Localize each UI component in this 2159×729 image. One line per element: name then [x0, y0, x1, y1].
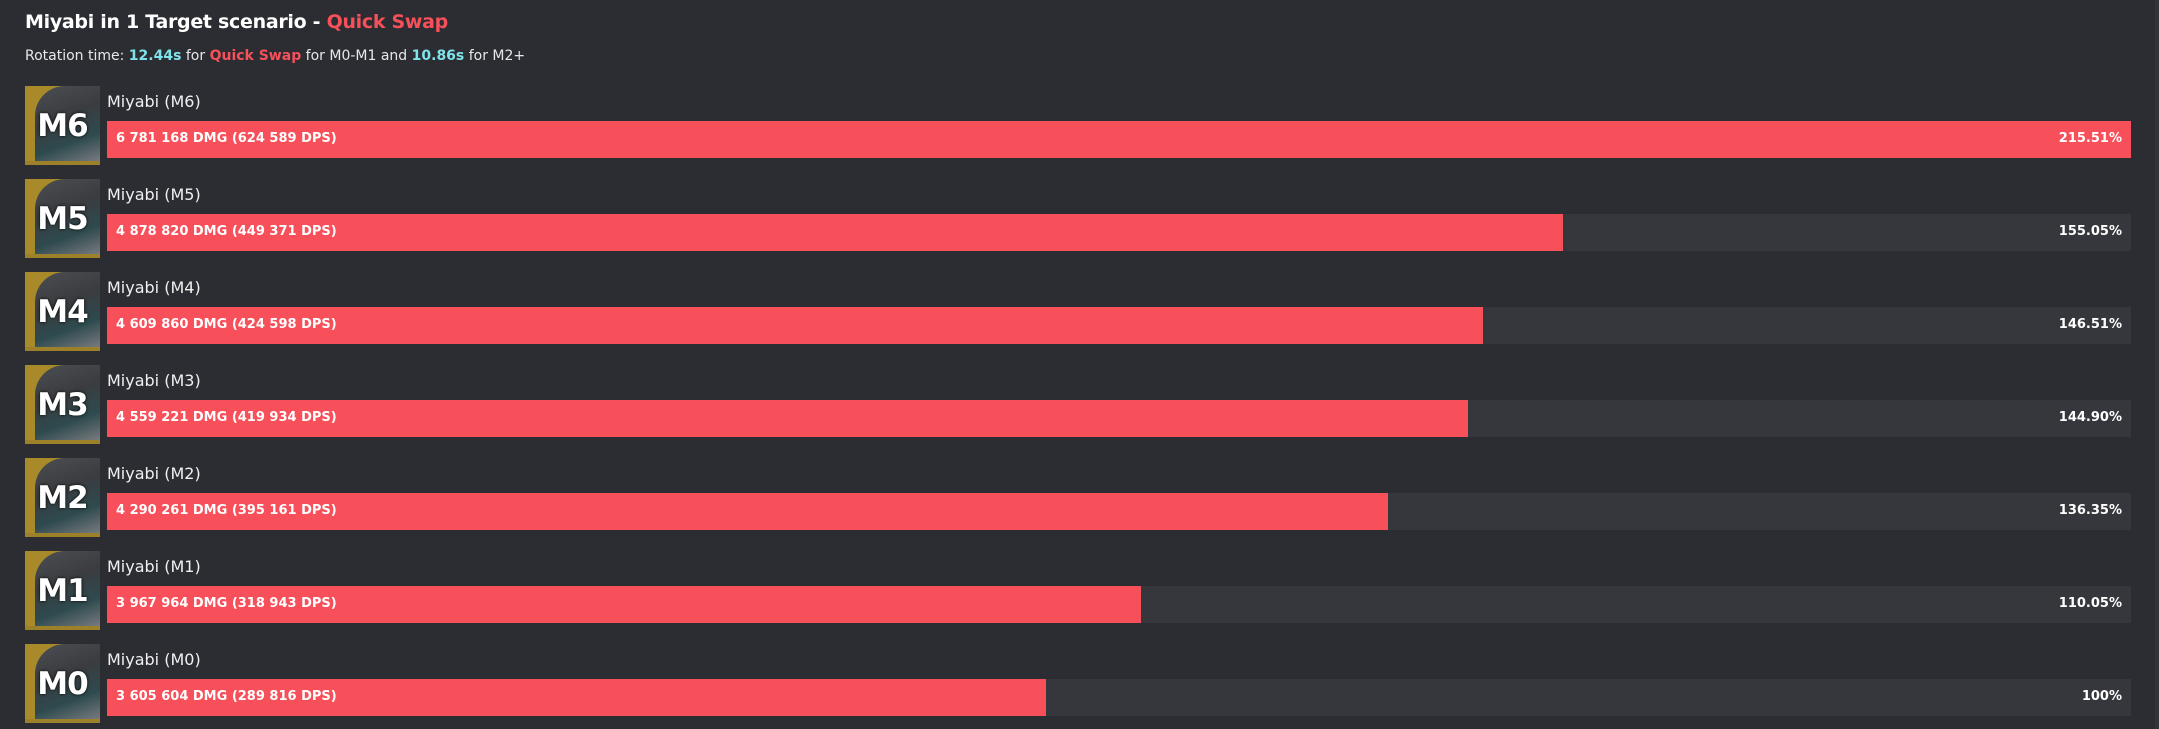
avatar-border: [25, 161, 100, 165]
mindscape-badge: M1: [37, 573, 88, 609]
avatar-border: [25, 719, 100, 723]
sub-text: for M0-M1 and: [301, 48, 412, 64]
character-row: M0 Miyabi (M0) 3 605 604 DMG (289 816 DP…: [25, 644, 2131, 724]
character-portrait: [35, 458, 100, 534]
dps-bar-track: 6 781 168 DMG (624 589 DPS) 215.51%: [107, 121, 2131, 158]
mindscape-badge: M2: [37, 480, 88, 516]
character-portrait: [35, 179, 100, 255]
dps-bar-track: 3 605 604 DMG (289 816 DPS) 100%: [107, 679, 2131, 716]
character-row: M2 Miyabi (M2) 4 290 261 DMG (395 161 DP…: [25, 458, 2131, 538]
rotation-time-1: 12.44s: [128, 48, 182, 64]
sub-text: for: [181, 48, 210, 64]
damage-label: 4 609 860 DMG (424 598 DPS): [116, 317, 337, 332]
character-row: M5 Miyabi (M5) 4 878 820 DMG (449 371 DP…: [25, 179, 2131, 259]
sub-text: for M2+: [464, 48, 526, 64]
character-name: Miyabi (M3): [107, 371, 201, 390]
damage-label: 4 290 261 DMG (395 161 DPS): [116, 503, 337, 518]
damage-label: 3 605 604 DMG (289 816 DPS): [116, 689, 337, 704]
rotation-mode: Quick Swap: [209, 48, 302, 64]
character-portrait: [35, 551, 100, 627]
damage-label: 4 878 820 DMG (449 371 DPS): [116, 224, 337, 239]
avatar-border: [25, 440, 100, 444]
dps-bar-track: 4 559 221 DMG (419 934 DPS) 144.90%: [107, 400, 2131, 437]
dps-bar-fill: [107, 586, 1141, 623]
title-mode: Quick Swap: [326, 11, 449, 33]
dps-bar-fill: [107, 121, 2131, 158]
avatar-border: [25, 533, 100, 537]
title-text: Miyabi in 1 Target scenario -: [25, 11, 327, 33]
character-row: M6 Miyabi (M6) 6 781 168 DMG (624 589 DP…: [25, 86, 2131, 166]
character-name: Miyabi (M5): [107, 185, 201, 204]
percent-label: 110.05%: [2058, 596, 2122, 611]
avatar-border: [25, 626, 100, 630]
character-avatar: M5: [25, 179, 100, 258]
character-row: M3 Miyabi (M3) 4 559 221 DMG (419 934 DP…: [25, 365, 2131, 445]
percent-label: 100%: [2081, 689, 2122, 704]
dps-bar-fill: [107, 493, 1388, 530]
percent-label: 215.51%: [2058, 131, 2122, 146]
rotation-time-text: Rotation time: 12.44s for Quick Swap for…: [25, 48, 525, 64]
mindscape-badge: M6: [37, 108, 88, 144]
character-avatar: M3: [25, 365, 100, 444]
percent-label: 146.51%: [2058, 317, 2122, 332]
character-name: Miyabi (M1): [107, 557, 201, 576]
mindscape-badge: M3: [37, 387, 88, 423]
character-avatar: M6: [25, 86, 100, 165]
damage-label: 4 559 221 DMG (419 934 DPS): [116, 410, 337, 425]
dps-bar-fill: [107, 679, 1047, 716]
character-avatar: M2: [25, 458, 100, 537]
avatar-border: [25, 254, 100, 258]
character-portrait: [35, 644, 100, 720]
dps-bar-fill: [107, 307, 1483, 344]
rotation-time-2: 10.86s: [411, 48, 465, 64]
character-name: Miyabi (M6): [107, 92, 201, 111]
character-name: Miyabi (M2): [107, 464, 201, 483]
scrollbar[interactable]: [2155, 0, 2159, 729]
sub-text: Rotation time:: [25, 48, 129, 64]
character-portrait: [35, 86, 100, 162]
character-name: Miyabi (M4): [107, 278, 201, 297]
mindscape-badge: M5: [37, 201, 88, 237]
dps-bar-track: 4 878 820 DMG (449 371 DPS) 155.05%: [107, 214, 2131, 251]
dps-bar-track: 4 609 860 DMG (424 598 DPS) 146.51%: [107, 307, 2131, 344]
percent-label: 136.35%: [2058, 503, 2122, 518]
page-title: Miyabi in 1 Target scenario - Quick Swap: [25, 11, 448, 33]
mindscape-badge: M4: [37, 294, 88, 330]
damage-label: 6 781 168 DMG (624 589 DPS): [116, 131, 337, 146]
character-row: M4 Miyabi (M4) 4 609 860 DMG (424 598 DP…: [25, 272, 2131, 352]
percent-label: 144.90%: [2058, 410, 2122, 425]
mindscape-badge: M0: [37, 666, 88, 702]
character-portrait: [35, 272, 100, 348]
character-name: Miyabi (M0): [107, 650, 201, 669]
dps-bar-track: 3 967 964 DMG (318 943 DPS) 110.05%: [107, 586, 2131, 623]
percent-label: 155.05%: [2058, 224, 2122, 239]
character-avatar: M4: [25, 272, 100, 351]
damage-label: 3 967 964 DMG (318 943 DPS): [116, 596, 337, 611]
character-avatar: M1: [25, 551, 100, 630]
dps-bar-fill: [107, 400, 1468, 437]
character-row: M1 Miyabi (M1) 3 967 964 DMG (318 943 DP…: [25, 551, 2131, 631]
dps-bar-fill: [107, 214, 1564, 251]
avatar-border: [25, 347, 100, 351]
character-portrait: [35, 365, 100, 441]
dps-bar-track: 4 290 261 DMG (395 161 DPS) 136.35%: [107, 493, 2131, 530]
character-avatar: M0: [25, 644, 100, 723]
